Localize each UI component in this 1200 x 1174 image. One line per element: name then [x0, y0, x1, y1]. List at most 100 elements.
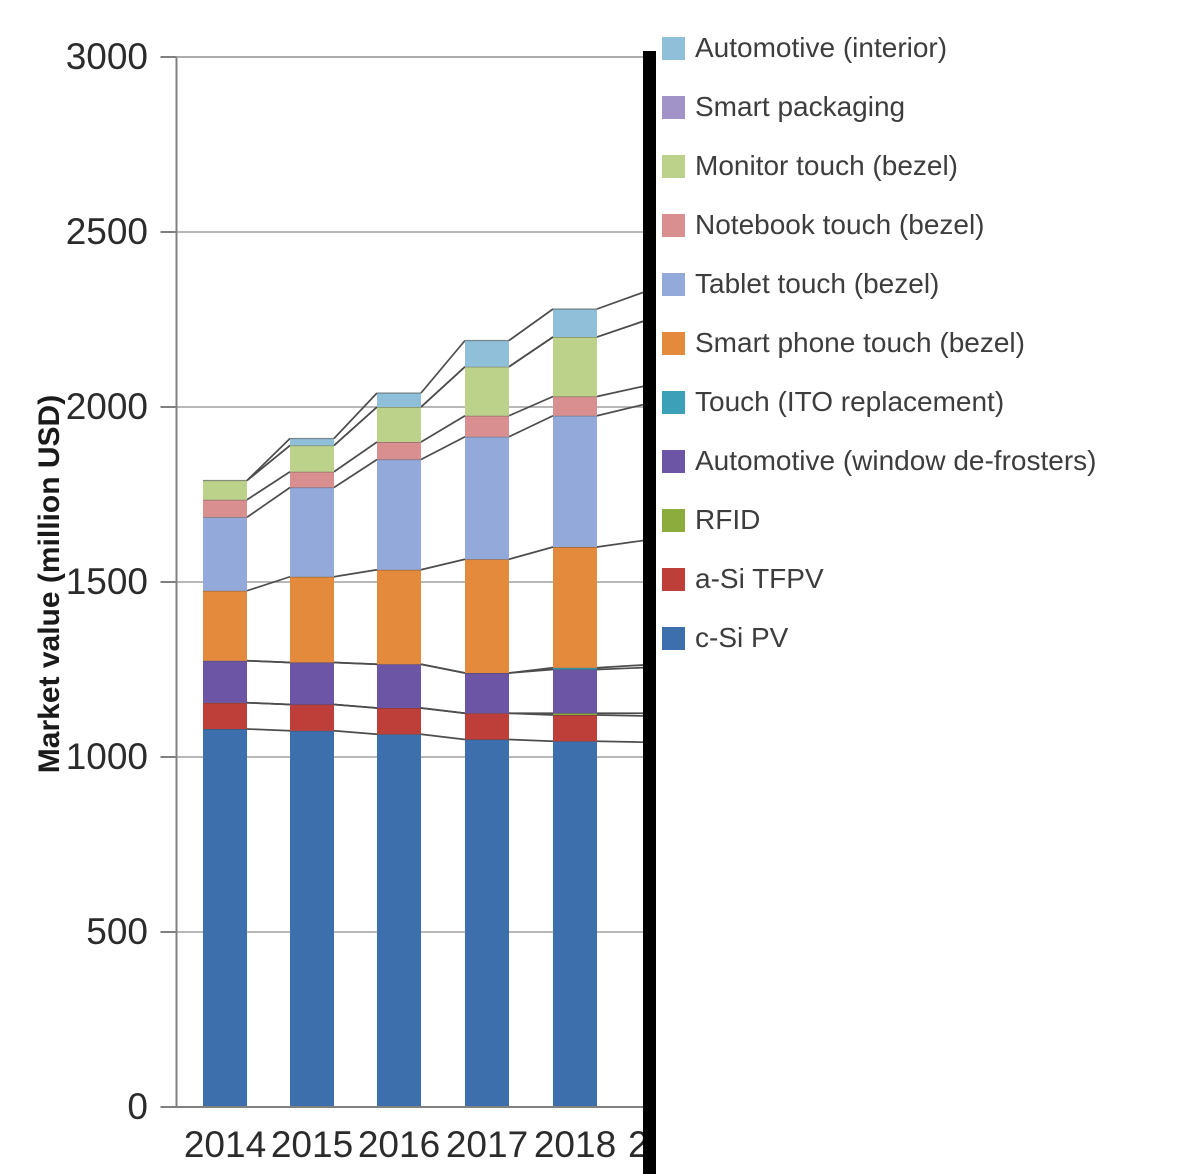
series-line	[596, 666, 644, 671]
series-line	[420, 435, 466, 461]
bar-segment	[290, 704, 334, 731]
series-line	[246, 659, 291, 664]
bar-segment	[553, 337, 597, 397]
legend-item: Smart packaging	[662, 91, 906, 122]
series-line	[508, 738, 554, 743]
y-tick-label: 1500	[65, 561, 148, 602]
y-tick-label: 1000	[65, 736, 148, 777]
series-line	[596, 291, 644, 310]
y-tick-label: 2000	[65, 386, 148, 427]
x-tick-label: 2017	[445, 1124, 529, 1165]
series-line	[420, 707, 466, 715]
series-line	[596, 403, 644, 417]
legend-swatch-icon	[662, 213, 685, 237]
series-line	[596, 385, 644, 398]
series-line	[333, 392, 378, 440]
bar-segment	[465, 739, 509, 1107]
series-line	[596, 539, 644, 548]
bar-segment	[290, 487, 334, 577]
legend-swatch-icon	[662, 95, 685, 119]
legend-label: c-Si PV	[695, 622, 789, 653]
bar-segment	[465, 415, 509, 437]
series-line	[420, 558, 466, 571]
series-line	[333, 441, 378, 473]
bar-segment	[377, 569, 421, 665]
legend-swatch-icon	[662, 508, 685, 532]
bar-segment	[203, 480, 247, 500]
bar-segment	[553, 669, 597, 714]
bar-segment	[290, 662, 334, 705]
bar-segment	[465, 340, 509, 367]
legend-label: Smart packaging	[695, 91, 906, 122]
legend-item: a-Si TFPV	[662, 563, 824, 594]
legend-label: a-Si TFPV	[695, 563, 824, 594]
series-line	[420, 339, 466, 394]
legend-swatch-icon	[662, 449, 685, 473]
bar-segment	[465, 366, 509, 416]
series-line	[246, 437, 291, 482]
bar-segment	[553, 396, 597, 416]
legend-swatch-icon	[662, 36, 685, 60]
bar-segment	[465, 559, 509, 673]
bar-segment	[290, 576, 334, 663]
x-tick-label: 2015	[270, 1124, 354, 1165]
y-tick-label: 2500	[65, 211, 148, 252]
bar-segment	[553, 715, 597, 742]
series-line	[596, 664, 644, 669]
bar-segment	[203, 729, 247, 1107]
bar-segment	[290, 445, 334, 472]
x-tick-label: 2018	[533, 1124, 617, 1165]
bar-segment	[290, 471, 334, 488]
series-line	[246, 575, 291, 592]
legend-swatch-icon	[662, 567, 685, 591]
bar-segment	[553, 415, 597, 547]
series-line	[508, 395, 554, 417]
legend-label: Monitor touch (bezel)	[695, 150, 959, 181]
legend-item: Automotive (interior)	[662, 32, 948, 63]
legend-label: RFID	[695, 504, 761, 535]
bar-segment	[203, 517, 247, 591]
bar-segment	[553, 667, 597, 670]
bar-segment	[203, 590, 247, 661]
bar-segment	[465, 673, 509, 714]
bar-segment	[203, 660, 247, 703]
series-line	[420, 733, 466, 741]
legend-item: RFID	[662, 504, 761, 535]
series-line	[596, 714, 644, 717]
legend-swatch-icon	[662, 390, 685, 414]
legend-swatch-icon	[662, 272, 685, 296]
legend-label: Automotive (interior)	[695, 32, 948, 63]
bar-segment	[377, 734, 421, 1107]
series-line	[508, 546, 554, 561]
series-line	[420, 415, 466, 443]
legend-item: Automotive (window de-frosters)	[662, 445, 1097, 476]
series-line	[508, 666, 554, 674]
x-tick-label: 2016	[357, 1124, 441, 1165]
series-line	[508, 414, 554, 438]
series-line	[508, 336, 554, 368]
series-line	[333, 568, 378, 578]
series-line	[508, 308, 554, 342]
bar-segment	[377, 442, 421, 460]
bar-segment	[553, 741, 597, 1107]
bar-segment	[377, 708, 421, 735]
legend-item: Monitor touch (bezel)	[662, 150, 959, 181]
legend-swatch-icon	[662, 331, 685, 355]
bar-segment	[290, 730, 334, 1107]
series-line	[246, 728, 291, 732]
bar-segment	[377, 393, 421, 407]
bar-segment	[203, 499, 247, 518]
series-line	[246, 701, 291, 706]
legend-item: c-Si PV	[662, 622, 789, 653]
bar-segment	[377, 407, 421, 442]
legend-item: Touch (ITO replacement)	[662, 386, 1004, 417]
series-line	[420, 663, 466, 674]
bar-segment	[203, 702, 247, 729]
bar-segment	[553, 713, 597, 715]
legend-label: Automotive (window de-frosters)	[695, 445, 1097, 476]
series-line	[333, 458, 378, 489]
x-tick-label: 2014	[183, 1124, 267, 1165]
legend-swatch-icon	[662, 154, 685, 178]
bar-segment	[553, 309, 597, 337]
series-line	[333, 406, 378, 447]
